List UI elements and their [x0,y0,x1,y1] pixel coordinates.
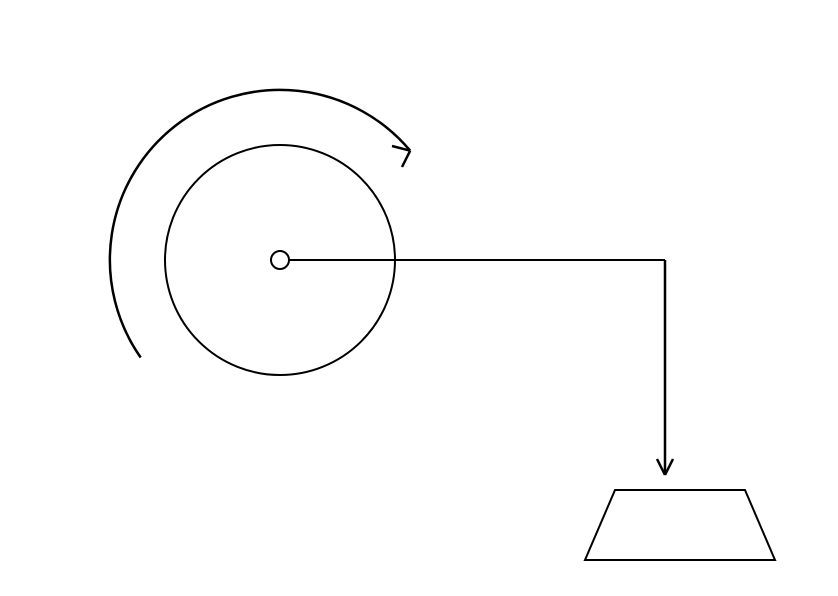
force-value-label: 1,962 Newtons [689,285,716,445]
torque-arc-arrow [110,90,410,358]
lever-length-label: 0,5 mètre [479,227,580,254]
torque-arc-arrowhead [392,146,410,167]
hub-circle [271,251,289,269]
weight-label: 2 Kg [655,514,704,541]
force-formula-label: (1 x 9,81) / (0,5 * 10) [716,296,733,434]
torque-label: 1 Newton. Mètre [99,0,263,100]
torque-diagram: 1 Newton. Mètre 0,5 mètre 1,962 Newtons … [0,0,838,596]
weight-shape [585,490,775,560]
